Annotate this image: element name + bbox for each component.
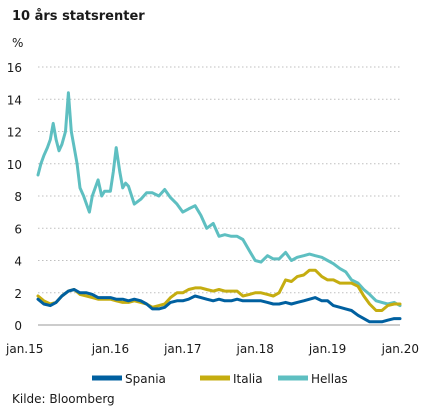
y-tick-label: 4	[14, 255, 22, 269]
y-tick-label: 6	[14, 222, 22, 236]
x-tick-label: jan.17	[163, 342, 201, 356]
legend-label: Italia	[233, 372, 263, 386]
series-line-spania	[36, 288, 402, 324]
x-tick-label: jan.18	[236, 342, 274, 356]
x-tick-label: jan.15	[5, 342, 43, 356]
series-line-italia	[36, 268, 402, 312]
x-tick-label: jan.20	[381, 342, 419, 356]
chart-title: 10 års statsrenter	[12, 9, 145, 24]
source-note: Kilde: Bloomberg	[12, 392, 115, 406]
legend-label: Spania	[125, 372, 166, 386]
y-axis-unit: %	[12, 36, 23, 50]
y-tick-label: 8	[14, 190, 22, 204]
x-tick-label: jan.16	[91, 342, 129, 356]
y-tick-label: 16	[7, 61, 22, 75]
legend: Spania Italia Hellas	[92, 372, 348, 386]
y-tick-labels: 0 2 4 6 8 10 12 14 16	[7, 61, 22, 333]
y-tick-label: 12	[7, 126, 22, 140]
y-tick-label: 2	[14, 287, 22, 301]
y-tick-label: 10	[7, 158, 22, 172]
series-line-hellas	[36, 91, 402, 308]
legend-label: Hellas	[311, 372, 348, 386]
x-tick-label: jan.19	[308, 342, 346, 356]
grid	[38, 66, 400, 294]
x-tick-labels: jan.15 jan.16 jan.17 jan.18 jan.19 jan.20	[5, 342, 419, 356]
y-tick-label: 0	[14, 319, 22, 333]
series-lines	[36, 91, 402, 324]
y-tick-label: 14	[7, 93, 22, 107]
